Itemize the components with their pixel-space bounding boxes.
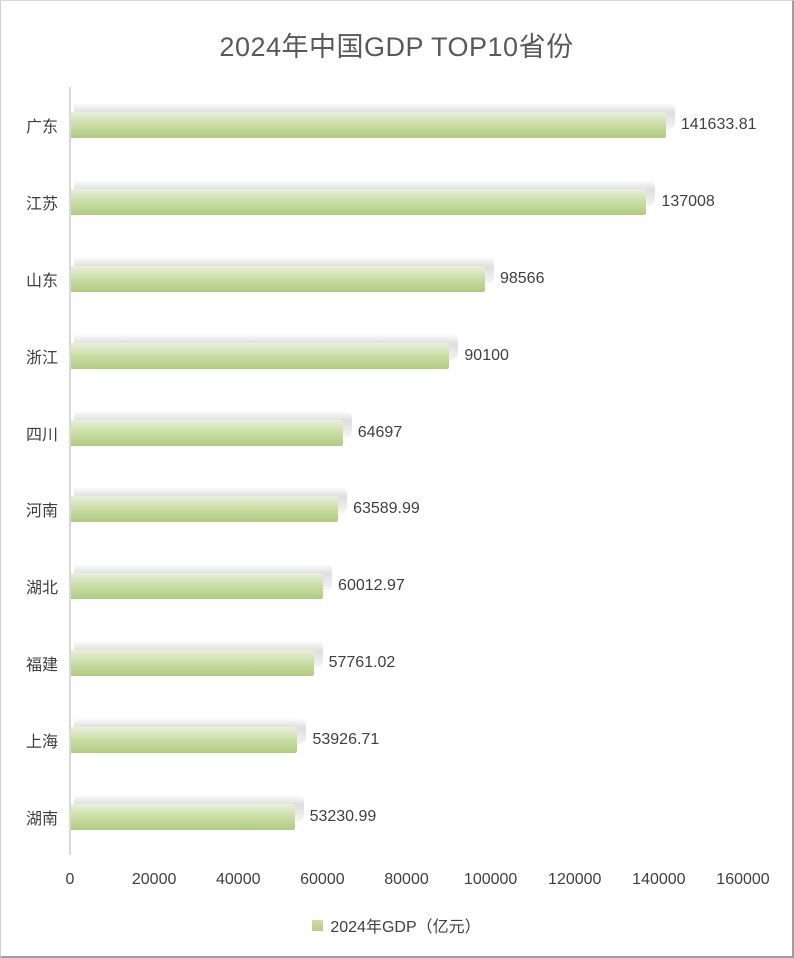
value-label: 141633.81 xyxy=(680,116,757,134)
x-tick-label: 60000 xyxy=(300,871,345,888)
x-tick-label: 20000 xyxy=(131,871,177,888)
category-label: 福建 xyxy=(25,656,58,674)
x-tick-label: 100000 xyxy=(463,871,518,888)
value-label: 53230.99 xyxy=(309,807,377,825)
x-axis: 0 20000 40000 60000 80000 100000 120000 140000 1… xyxy=(66,871,770,893)
bar: 141633.81 xyxy=(71,103,757,139)
bar-fill xyxy=(71,189,647,216)
legend: 2024年GDP（亿元） xyxy=(1,913,792,937)
value-label: 53926.71 xyxy=(312,730,380,748)
legend-swatch-icon xyxy=(312,919,324,931)
bar-row: 湖北 60012.97 xyxy=(26,548,743,625)
bar-fill xyxy=(71,726,298,753)
x-tick-label: 160000 xyxy=(716,871,770,888)
bar: 64697 xyxy=(71,410,402,446)
bar-row: 浙江 90100 xyxy=(26,317,743,394)
chart-title: 2024年中国GDP TOP10省份 xyxy=(219,32,574,62)
bar-fill xyxy=(71,342,450,369)
bar-fill xyxy=(71,265,485,292)
bar: 60012.97 xyxy=(71,564,405,600)
bar-fill xyxy=(71,112,666,139)
value-label: 90100 xyxy=(464,346,509,364)
value-label: 64697 xyxy=(357,423,403,441)
bar-fill xyxy=(71,496,339,523)
bar-fill xyxy=(71,573,324,600)
bar-row: 江苏 137008 xyxy=(26,164,743,241)
bar-fill xyxy=(71,649,314,676)
category-label: 上海 xyxy=(25,733,58,751)
bar: 90100 xyxy=(71,333,509,369)
category-label: 四川 xyxy=(25,426,58,444)
bar-row: 福建 57761.02 xyxy=(26,625,743,702)
y-axis-line xyxy=(69,87,71,855)
value-label: 98566 xyxy=(499,269,545,287)
x-tick-label: 0 xyxy=(65,871,75,888)
bar-row: 河南 63589.99 xyxy=(26,471,743,548)
bar: 63589.99 xyxy=(71,487,420,523)
bar: 57761.02 xyxy=(71,640,395,676)
bar: 98566 xyxy=(71,256,544,292)
category-label: 河南 xyxy=(25,503,58,521)
x-tick-label: 140000 xyxy=(632,871,686,888)
bar-row: 湖南 53230.99 xyxy=(26,778,743,855)
bar-row: 广东 141633.81 xyxy=(26,87,757,164)
category-label: 浙江 xyxy=(25,349,58,367)
bar-fill xyxy=(71,803,295,830)
category-label: 广东 xyxy=(25,119,58,137)
x-tick-label: 40000 xyxy=(216,871,261,888)
value-label: 137008 xyxy=(661,193,715,211)
bar-row: 山东 98566 xyxy=(26,241,743,318)
bar: 53230.99 xyxy=(71,794,376,830)
bar-row: 上海 53926.71 xyxy=(26,701,743,778)
category-label: 湖南 xyxy=(25,810,58,828)
category-label: 山东 xyxy=(25,272,58,290)
value-label: 60012.97 xyxy=(338,577,405,595)
x-tick-label: 120000 xyxy=(548,871,602,888)
value-label: 57761.02 xyxy=(328,653,396,671)
legend-label: 2024年GDP（亿元） xyxy=(330,919,481,936)
bar-row: 四川 64697 xyxy=(26,394,743,471)
bar: 137008 xyxy=(71,180,715,216)
x-tick-label: 80000 xyxy=(384,871,429,888)
category-label: 江苏 xyxy=(25,196,58,214)
bar: 53926.71 xyxy=(71,717,379,753)
bar-fill xyxy=(71,419,343,446)
plot-area: 广东 141633.81 江苏 137008 山东 98566 浙江 90100… xyxy=(26,87,757,855)
value-label: 63589.99 xyxy=(353,500,420,518)
category-label: 湖北 xyxy=(25,580,58,598)
